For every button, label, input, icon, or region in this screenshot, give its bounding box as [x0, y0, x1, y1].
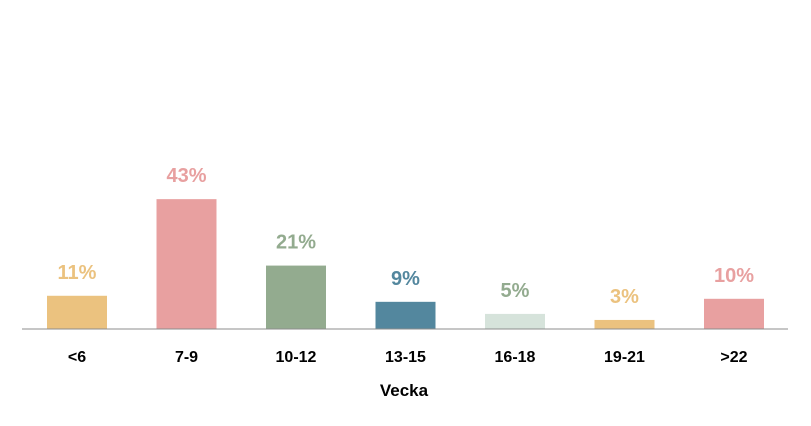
value-labels-group: 11% 43% 21% 9% 5% 3% 10%: [58, 165, 755, 308]
bars-group: [47, 199, 764, 329]
bar-5: [594, 319, 655, 329]
x-tick-label-3: 13-15: [385, 349, 426, 366]
value-label-4: 5%: [501, 280, 530, 302]
x-tick-label-5: 19-21: [604, 349, 645, 366]
value-label-6: 10%: [714, 265, 754, 287]
x-tick-label-2: 10-12: [276, 349, 317, 366]
tick-labels-group: <6 7-9 10-12 13-15 16-18 19-21 >22: [68, 349, 748, 366]
bar-6: [704, 298, 764, 329]
value-label-1: 43%: [166, 165, 206, 187]
value-label-5: 3%: [610, 286, 639, 308]
x-tick-label-4: 16-18: [495, 349, 536, 366]
bar-3: [375, 301, 436, 329]
value-label-2: 21%: [276, 232, 316, 254]
x-axis-title: Vecka: [380, 381, 429, 400]
value-label-3: 9%: [391, 268, 420, 290]
bar-4: [485, 313, 545, 329]
bar-2: [266, 265, 326, 329]
bar-0: [47, 295, 107, 329]
x-tick-label-1: 7-9: [175, 349, 198, 366]
value-label-0: 11%: [58, 262, 97, 284]
x-tick-label-0: <6: [68, 349, 86, 366]
x-tick-label-6: >22: [720, 349, 747, 366]
bar-1: [156, 199, 217, 329]
